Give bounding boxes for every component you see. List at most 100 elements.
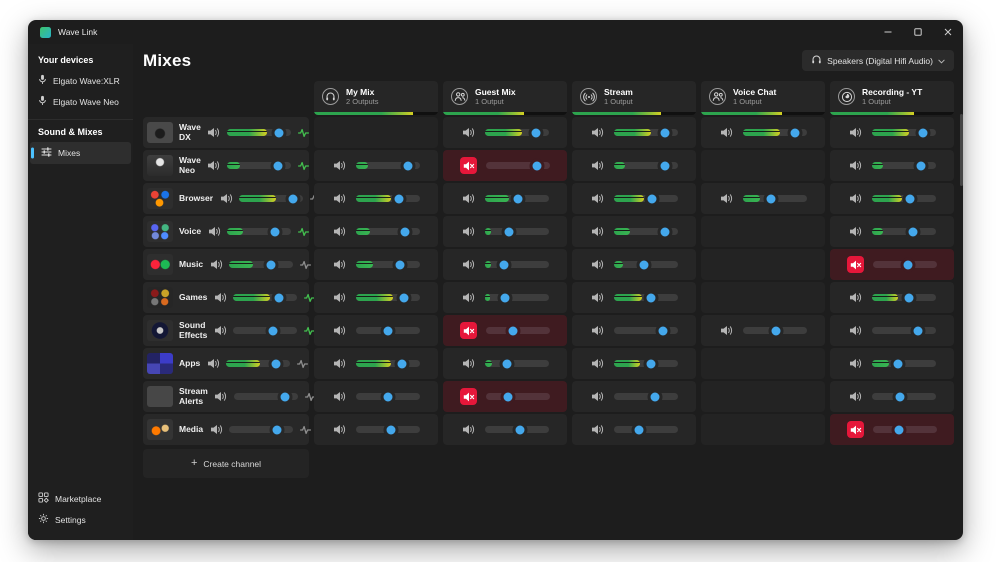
slider-knob[interactable] (394, 356, 410, 371)
slider-knob[interactable] (787, 125, 803, 140)
speaker-icon[interactable] (462, 424, 476, 435)
speaker-icon[interactable] (591, 259, 605, 270)
mix-cell[interactable] (572, 216, 696, 247)
speaker-icon[interactable] (591, 127, 605, 138)
speaker-icon[interactable] (591, 358, 605, 369)
speaker-icon[interactable] (462, 358, 476, 369)
mix-cell[interactable] (314, 216, 438, 247)
slider-knob[interactable] (512, 422, 528, 437)
channel-card[interactable]: Voice (143, 216, 310, 247)
volume-slider[interactable] (239, 191, 304, 207)
speaker-icon[interactable] (720, 193, 734, 204)
speaker-icon[interactable] (462, 193, 476, 204)
volume-slider[interactable] (613, 125, 678, 141)
slider-knob[interactable] (905, 224, 921, 239)
volume-slider[interactable] (484, 422, 549, 438)
channel-card[interactable]: Games (143, 282, 316, 313)
mix-cell[interactable] (443, 348, 567, 379)
speaker-icon[interactable] (213, 292, 227, 303)
volume-slider[interactable] (484, 191, 549, 207)
volume-slider[interactable] (229, 422, 294, 438)
slider-knob[interactable] (655, 323, 671, 338)
slider-knob[interactable] (902, 191, 918, 206)
mix-cell[interactable] (443, 282, 567, 313)
fx-icon[interactable] (296, 359, 309, 369)
speaker-icon[interactable] (849, 391, 863, 402)
mix-header[interactable]: Voice Chat 1 Output (701, 81, 825, 115)
volume-slider[interactable] (355, 422, 420, 438)
speaker-icon[interactable] (591, 160, 605, 171)
slider-knob[interactable] (265, 323, 281, 338)
slider-knob[interactable] (400, 158, 416, 173)
volume-slider[interactable] (486, 158, 550, 174)
mix-cell[interactable] (443, 183, 567, 214)
mix-cell[interactable] (314, 249, 438, 280)
sidebar-item-marketplace[interactable]: Marketplace (28, 488, 133, 509)
speaker-icon[interactable] (333, 292, 347, 303)
channel-card[interactable]: Wave Neo (143, 150, 309, 181)
volume-slider[interactable] (742, 125, 807, 141)
slider-knob[interactable] (891, 422, 907, 437)
speaker-icon[interactable] (333, 325, 347, 336)
fx-icon[interactable] (303, 326, 316, 336)
mix-cell[interactable] (314, 183, 438, 214)
volume-slider[interactable] (226, 125, 291, 141)
slider-knob[interactable] (268, 356, 284, 371)
slider-knob[interactable] (631, 422, 647, 437)
speaker-icon[interactable] (206, 358, 220, 369)
slider-knob[interactable] (643, 290, 659, 305)
mix-cell[interactable] (443, 117, 567, 148)
slider-knob[interactable] (915, 125, 931, 140)
speaker-icon[interactable] (720, 127, 734, 138)
mix-cell[interactable] (701, 183, 825, 214)
speaker-icon[interactable] (849, 325, 863, 336)
minimize-icon[interactable] (873, 20, 903, 44)
speaker-icon[interactable] (333, 358, 347, 369)
slider-knob[interactable] (890, 356, 906, 371)
slider-knob[interactable] (497, 290, 513, 305)
slider-knob[interactable] (380, 389, 395, 404)
volume-slider[interactable] (484, 257, 549, 273)
fx-icon[interactable] (299, 260, 312, 270)
mix-cell[interactable] (830, 414, 954, 445)
slider-knob[interactable] (647, 389, 663, 404)
speaker-icon[interactable] (333, 424, 347, 435)
volume-slider[interactable] (613, 290, 678, 306)
speaker-icon[interactable] (591, 193, 605, 204)
slider-knob[interactable] (397, 224, 413, 239)
speaker-icon[interactable] (207, 127, 221, 138)
volume-slider[interactable] (355, 191, 420, 207)
mix-cell[interactable] (443, 249, 567, 280)
mix-cell[interactable] (572, 249, 696, 280)
speaker-icon[interactable] (591, 325, 605, 336)
slider-knob[interactable] (901, 290, 917, 305)
volume-slider[interactable] (355, 290, 420, 306)
volume-slider[interactable] (484, 290, 549, 306)
speaker-icon[interactable] (849, 193, 863, 204)
channel-card[interactable]: Stream Alerts (143, 381, 316, 412)
speaker-icon[interactable] (849, 226, 863, 237)
mix-cell[interactable] (701, 117, 825, 148)
mix-cell[interactable] (443, 414, 567, 445)
channel-card[interactable]: Wave DX (143, 117, 309, 148)
slider-knob[interactable] (270, 158, 286, 173)
speaker-icon[interactable] (462, 292, 476, 303)
mix-cell[interactable] (572, 381, 696, 412)
slider-knob[interactable] (269, 422, 285, 437)
slider-knob[interactable] (396, 290, 411, 305)
volume-slider[interactable] (233, 323, 298, 339)
mix-cell[interactable] (443, 381, 567, 412)
speaker-icon[interactable] (333, 391, 347, 402)
slider-knob[interactable] (763, 191, 779, 206)
slider-knob[interactable] (657, 224, 673, 239)
volume-slider[interactable] (742, 191, 807, 207)
volume-slider[interactable] (233, 389, 298, 405)
slider-knob[interactable] (913, 158, 929, 173)
sidebar-item-wave-neo[interactable]: Elgato Wave Neo (28, 91, 133, 112)
volume-slider[interactable] (871, 224, 936, 240)
scrollbar-thumb[interactable] (960, 114, 963, 186)
mix-cell[interactable] (314, 315, 438, 346)
speaker-icon[interactable] (333, 193, 347, 204)
mix-cell[interactable] (572, 348, 696, 379)
fx-icon[interactable] (299, 425, 312, 435)
